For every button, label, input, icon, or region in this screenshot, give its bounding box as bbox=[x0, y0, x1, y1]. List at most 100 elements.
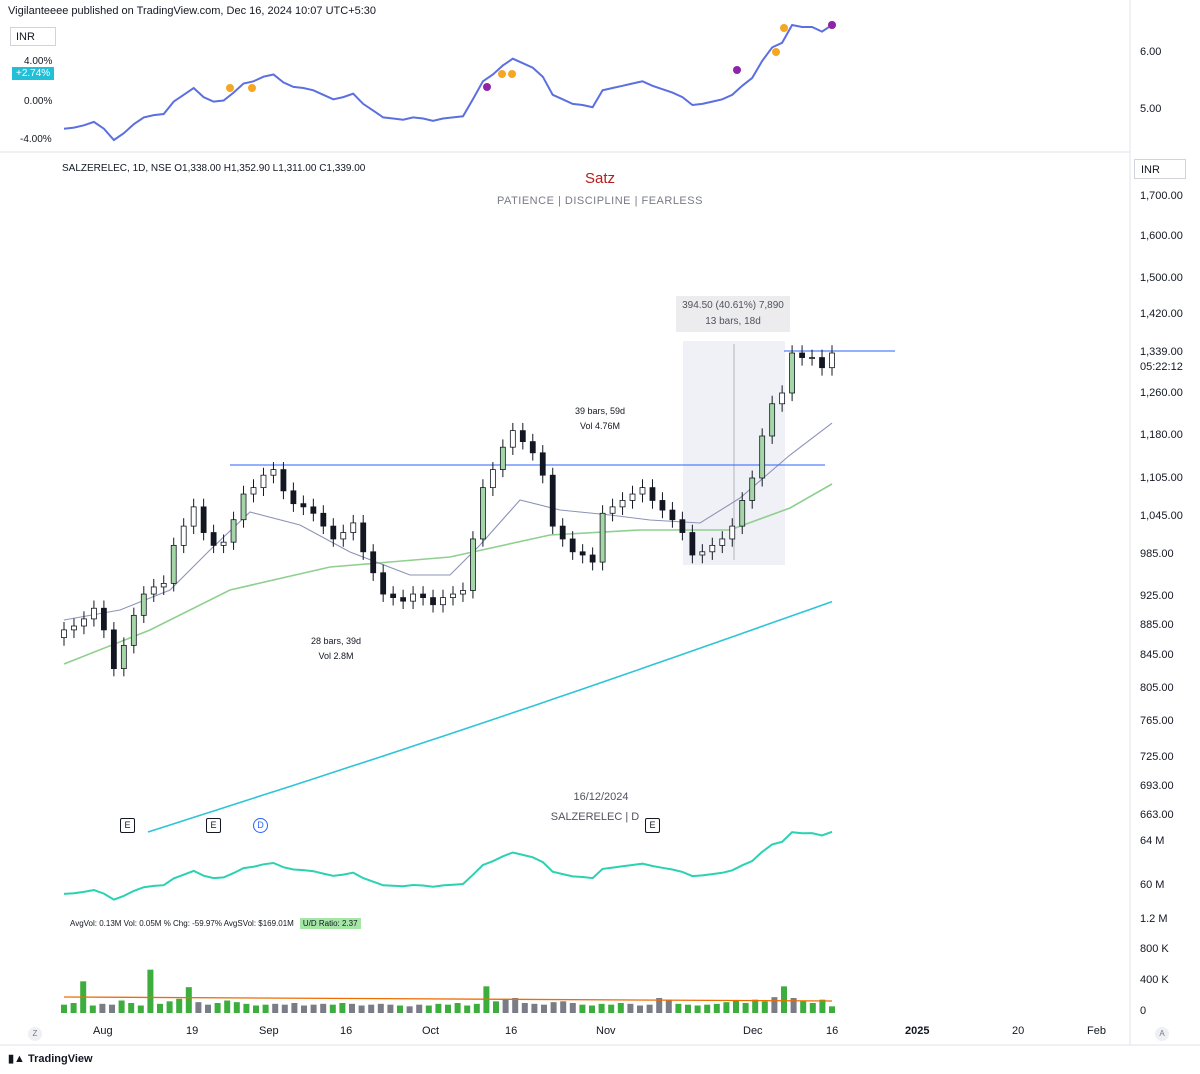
volume-bar bbox=[781, 986, 787, 1013]
volume-bar bbox=[541, 1004, 547, 1013]
dividend-event-icon[interactable]: D bbox=[253, 818, 268, 833]
candle-body bbox=[709, 544, 716, 553]
candle-body bbox=[799, 352, 805, 358]
candle-body bbox=[390, 593, 397, 598]
candle-body bbox=[470, 538, 476, 591]
candle-body bbox=[170, 544, 177, 584]
volume-bar bbox=[118, 1000, 125, 1013]
rs-high-dot bbox=[772, 48, 780, 56]
volume-bar bbox=[358, 1005, 365, 1013]
volume-bar bbox=[368, 1004, 375, 1013]
volume-bar bbox=[493, 1001, 499, 1013]
publish-header: Vigilanteeee published on TradingView.co… bbox=[8, 5, 377, 17]
candle-body bbox=[110, 629, 117, 670]
volume-bar bbox=[243, 1003, 250, 1013]
timezone-icon[interactable]: Z bbox=[28, 1027, 42, 1041]
auto-scale-icon[interactable]: A bbox=[1155, 1027, 1169, 1041]
tradingview-logo: ▮▲ TradingView bbox=[8, 1052, 93, 1065]
candle-body bbox=[400, 597, 407, 602]
candle-body bbox=[430, 597, 436, 606]
volume-tick: 0 bbox=[1140, 1005, 1147, 1017]
time-tick: Dec bbox=[743, 1025, 763, 1037]
price-tick: 925.00 bbox=[1140, 590, 1174, 602]
volume-bar bbox=[233, 1002, 240, 1013]
candle-body bbox=[360, 522, 367, 553]
candle-body bbox=[819, 357, 825, 369]
price-tick: 693.00 bbox=[1140, 780, 1174, 792]
candle-body bbox=[290, 490, 297, 505]
rs-pct-label: 0.00% bbox=[24, 96, 53, 107]
rs-currency-label[interactable]: INR bbox=[10, 27, 56, 46]
measure-tooltip: 394.50 (40.61%) 7,890 13 bars, 18d bbox=[676, 296, 790, 332]
base-annotation: 28 bars, 39d Vol 2.8M bbox=[306, 634, 366, 664]
candle-body bbox=[499, 446, 506, 471]
volume-bar bbox=[713, 1003, 720, 1013]
candle-body bbox=[380, 572, 387, 595]
base-bars-label: 39 bars, 59d bbox=[574, 406, 626, 416]
base-bars-label: 28 bars, 39d bbox=[310, 636, 362, 646]
base-volume-label: Vol 4.76M bbox=[579, 421, 621, 431]
volume-bar bbox=[733, 1000, 739, 1013]
volume-stats: AvgVol: 0.13M Vol: 0.05M % Chg: -59.97% … bbox=[70, 918, 361, 929]
rs-high-dot bbox=[780, 24, 788, 32]
candle-body bbox=[669, 509, 676, 521]
price-tick: 1,045.00 bbox=[1140, 510, 1183, 522]
base-volume-label: Vol 2.8M bbox=[318, 651, 354, 661]
price-tick: 1,700.00 bbox=[1140, 190, 1183, 202]
price-tick: 1,105.00 bbox=[1140, 472, 1183, 484]
volume-bar bbox=[723, 1002, 730, 1013]
rs-axis-label: 5.00 bbox=[1140, 103, 1162, 115]
rs-new-high-dot bbox=[483, 83, 491, 91]
watermark-symbol: SALZERELEC | D bbox=[550, 811, 640, 823]
rs-axis-label: 6.00 bbox=[1140, 46, 1162, 58]
earnings-event-icon[interactable]: E bbox=[645, 818, 660, 833]
candle-body bbox=[729, 525, 736, 540]
volume-bar bbox=[464, 1005, 471, 1013]
volume-stats-text: AvgVol: 0.13M Vol: 0.05M % Chg: -59.97% … bbox=[70, 919, 294, 928]
volume-bar bbox=[589, 1005, 595, 1013]
volume-bar bbox=[339, 1003, 346, 1013]
earnings-event-icon[interactable]: E bbox=[206, 818, 221, 833]
candle-body bbox=[100, 607, 107, 631]
price-tick: 985.00 bbox=[1140, 548, 1174, 560]
candle-body bbox=[599, 512, 606, 563]
time-tick: 2025 bbox=[905, 1025, 930, 1037]
time-tick: 16 bbox=[340, 1025, 353, 1037]
volume-bar bbox=[99, 1003, 106, 1013]
volume-bar bbox=[809, 1003, 816, 1013]
time-tick: 16 bbox=[505, 1025, 518, 1037]
volume-bar bbox=[301, 1005, 307, 1013]
volume-bar bbox=[185, 987, 192, 1013]
ma-200-line bbox=[147, 600, 833, 833]
candle-body bbox=[619, 500, 626, 508]
volume-bar bbox=[694, 1005, 701, 1013]
volume-bar bbox=[569, 1003, 576, 1013]
volume-tick: 1.2 M bbox=[1140, 913, 1168, 925]
volume-bar bbox=[531, 1003, 538, 1013]
volume-bar bbox=[253, 1005, 259, 1013]
volume-bar bbox=[70, 1003, 77, 1013]
candle-body bbox=[410, 593, 416, 602]
volume-bar bbox=[454, 1003, 461, 1013]
measure-duration: 13 bars, 18d bbox=[705, 316, 761, 327]
rs-high-dot bbox=[508, 70, 516, 78]
volume-bar bbox=[512, 998, 519, 1013]
price-tick: 765.00 bbox=[1140, 715, 1174, 727]
volume-bar bbox=[377, 1003, 384, 1013]
price-currency-label[interactable]: INR bbox=[1134, 159, 1186, 179]
rs-line bbox=[63, 23, 833, 142]
candle-body bbox=[679, 519, 686, 533]
volume-bar bbox=[176, 998, 183, 1013]
candle-body bbox=[609, 506, 616, 514]
candle-body bbox=[71, 625, 77, 631]
earnings-event-icon[interactable]: E bbox=[120, 818, 135, 833]
volume-bar bbox=[397, 1005, 403, 1013]
candle-body bbox=[559, 525, 566, 540]
candle-body bbox=[779, 392, 786, 405]
candle-body bbox=[529, 441, 536, 454]
volume-bar bbox=[224, 1000, 231, 1013]
volume-bar bbox=[157, 1003, 163, 1013]
candle-body bbox=[200, 506, 207, 533]
candle-body bbox=[749, 477, 756, 501]
